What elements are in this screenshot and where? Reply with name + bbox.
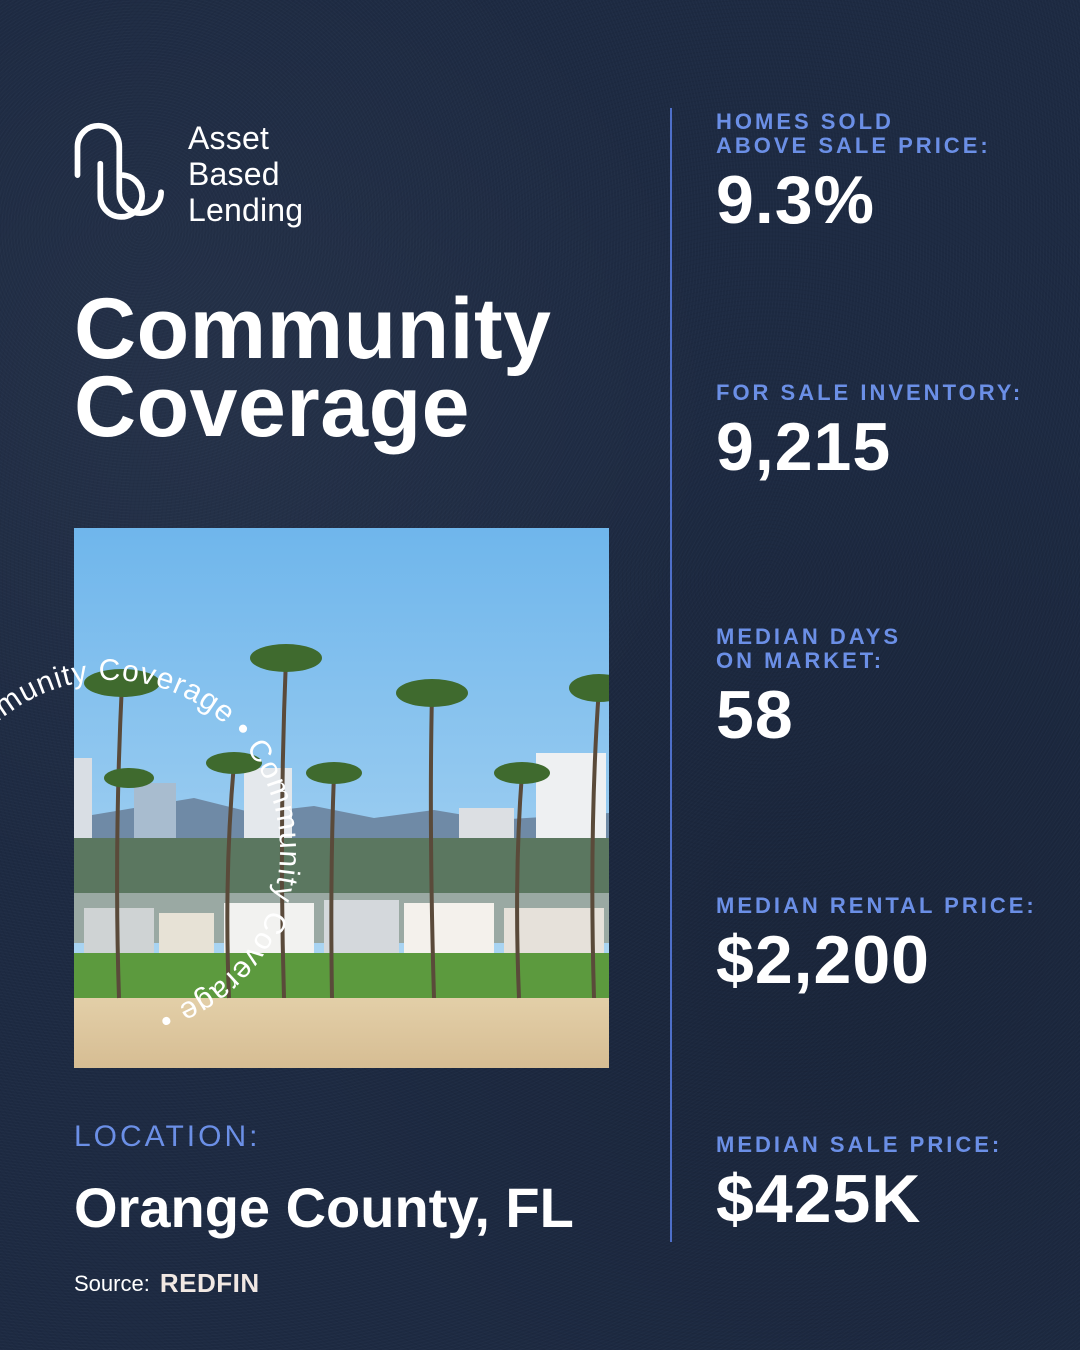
- stat-for-sale-inventory: FOR SALE INVENTORY: 9,215: [716, 381, 1023, 485]
- logo-line-2: Based: [188, 156, 280, 192]
- stat-label-line: MEDIAN RENTAL PRICE:: [716, 893, 1037, 918]
- stat-label-line: ON MARKET:: [716, 648, 885, 673]
- beach-photo: [74, 528, 609, 1068]
- stat-label: MEDIAN DAYS ON MARKET:: [716, 625, 901, 673]
- source-label: Source:: [74, 1270, 150, 1296]
- stat-label-line: MEDIAN SALE PRICE:: [716, 1132, 1003, 1157]
- stat-value: 58: [716, 677, 794, 753]
- title-line-2: Coverage: [74, 359, 470, 455]
- stat-label-line: ABOVE SALE PRICE:: [716, 133, 991, 158]
- stat-label: FOR SALE INVENTORY:: [716, 381, 1023, 405]
- redfin-logo: REDFIN: [159, 1268, 260, 1298]
- logo-text: Asset Based Lending: [188, 120, 303, 228]
- logo: Asset Based Lending: [74, 120, 303, 228]
- stat-value: $2,200: [716, 922, 930, 998]
- logo-mark-icon: [74, 122, 164, 220]
- stat-median-days: MEDIAN DAYS ON MARKET: 58: [716, 625, 901, 753]
- stat-label: MEDIAN SALE PRICE:: [716, 1133, 1002, 1157]
- logo-line-3: Lending: [188, 192, 304, 228]
- source-credit: Source: REDFIN: [74, 1268, 260, 1299]
- stat-label: HOMES SOLD ABOVE SALE PRICE:: [716, 110, 991, 158]
- stat-homes-sold-above: HOMES SOLD ABOVE SALE PRICE: 9.3%: [716, 110, 991, 238]
- logo-line-1: Asset: [188, 120, 270, 156]
- location-value: Orange County, FL: [74, 1176, 574, 1239]
- stat-label: MEDIAN RENTAL PRICE:: [716, 894, 1037, 918]
- title-line-1: Community: [74, 281, 552, 377]
- stat-value: 9.3%: [716, 162, 875, 238]
- stat-label-line: MEDIAN DAYS: [716, 624, 901, 649]
- stat-median-sale: MEDIAN SALE PRICE: $425K: [716, 1133, 1002, 1237]
- stat-value: 9,215: [716, 409, 892, 485]
- location-label: LOCATION:: [74, 1120, 261, 1153]
- stat-label-line: HOMES SOLD: [716, 109, 894, 134]
- page-title: Community Coverage: [74, 281, 552, 455]
- stat-value: $425K: [716, 1161, 922, 1237]
- stat-label-line: FOR SALE INVENTORY:: [716, 380, 1024, 405]
- divider: [670, 108, 672, 1242]
- stat-median-rental: MEDIAN RENTAL PRICE: $2,200: [716, 894, 1037, 998]
